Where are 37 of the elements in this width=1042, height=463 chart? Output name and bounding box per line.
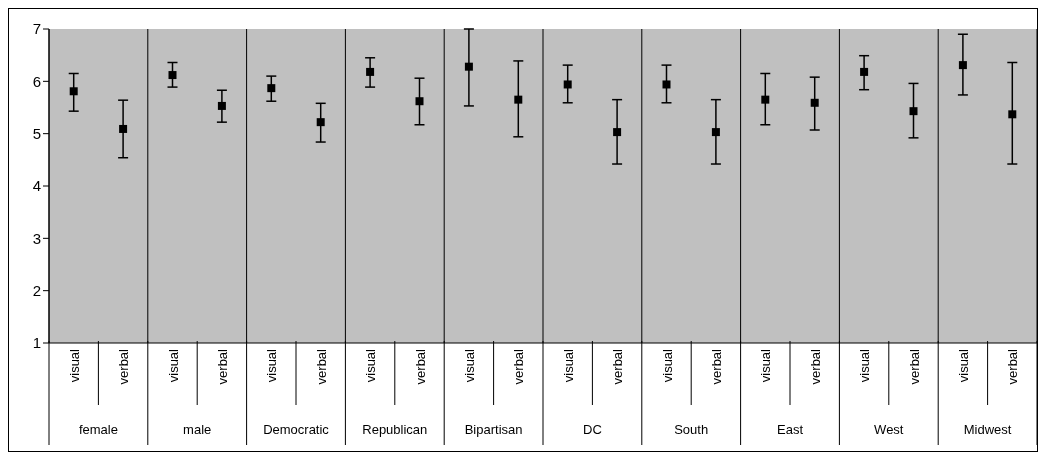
x-tick-label: East [776, 422, 804, 437]
text: verbal [807, 349, 823, 385]
text: visual [659, 349, 675, 383]
y-tick-label: 5 [32, 124, 41, 142]
text: verbal [1005, 349, 1021, 385]
text: verbal [116, 349, 132, 385]
x-tick-label: South [674, 422, 709, 437]
x-tick-label: Bipartisan [464, 422, 523, 437]
text: verbal [412, 349, 428, 385]
x-tick-label: Midwest [963, 422, 1012, 437]
text: visual [758, 348, 774, 383]
x-tick-label: female [78, 422, 118, 437]
y-tick-label: 2 [32, 281, 41, 299]
text: visual [264, 349, 280, 383]
text: visual [461, 349, 477, 383]
text: verbal [313, 349, 329, 385]
x-tick-label: West [874, 422, 904, 437]
text: verbal [610, 348, 626, 385]
text: verbal [511, 349, 527, 385]
x-tick-label: Democratic [263, 422, 330, 437]
text: visual [363, 349, 379, 383]
text: verbal [708, 349, 724, 385]
y-tick-label: 7 [32, 20, 41, 38]
y-tick-label: 4 [32, 177, 41, 195]
y-tick-label: 1 [32, 334, 41, 352]
text: visual [955, 349, 971, 383]
text: visual [165, 349, 181, 383]
text: visual [66, 349, 82, 383]
y-tick-label: 3 [32, 229, 41, 247]
text: verbal [906, 349, 922, 385]
x-tick-label: male [183, 422, 212, 437]
text: visual [560, 349, 576, 383]
x-tick-label: DC [583, 422, 602, 437]
x-tick-label: Republican [362, 422, 428, 437]
text: visual [857, 349, 873, 383]
y-tick-label: 6 [32, 72, 41, 90]
text: verbal [214, 349, 230, 385]
